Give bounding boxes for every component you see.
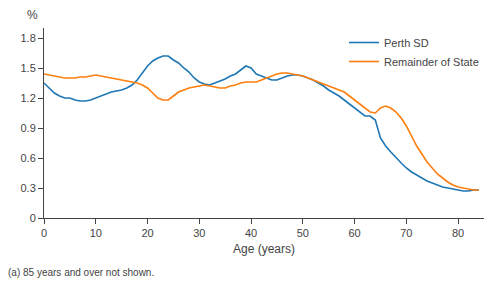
svg-text:0: 0 — [41, 227, 47, 239]
svg-text:10: 10 — [90, 227, 102, 239]
svg-text:1.8: 1.8 — [21, 32, 36, 44]
svg-text:80: 80 — [452, 227, 464, 239]
svg-text:Age (years): Age (years) — [233, 242, 295, 256]
svg-text:0.3: 0.3 — [21, 182, 36, 194]
svg-text:50: 50 — [297, 227, 309, 239]
svg-text:60: 60 — [348, 227, 360, 239]
svg-text:1.2: 1.2 — [21, 92, 36, 104]
svg-text:1.5: 1.5 — [21, 62, 36, 74]
svg-text:0.9: 0.9 — [21, 122, 36, 134]
svg-text:Remainder of State: Remainder of State — [384, 56, 479, 68]
svg-text:(a) 85 years and over not show: (a) 85 years and over not shown. — [8, 267, 154, 278]
svg-text:0: 0 — [30, 212, 36, 224]
svg-text:30: 30 — [193, 227, 205, 239]
svg-text:70: 70 — [400, 227, 412, 239]
svg-text:Perth SD: Perth SD — [384, 37, 429, 49]
svg-text:0.6: 0.6 — [21, 152, 36, 164]
svg-text:20: 20 — [141, 227, 153, 239]
svg-text:%: % — [27, 8, 38, 22]
svg-text:40: 40 — [245, 227, 257, 239]
